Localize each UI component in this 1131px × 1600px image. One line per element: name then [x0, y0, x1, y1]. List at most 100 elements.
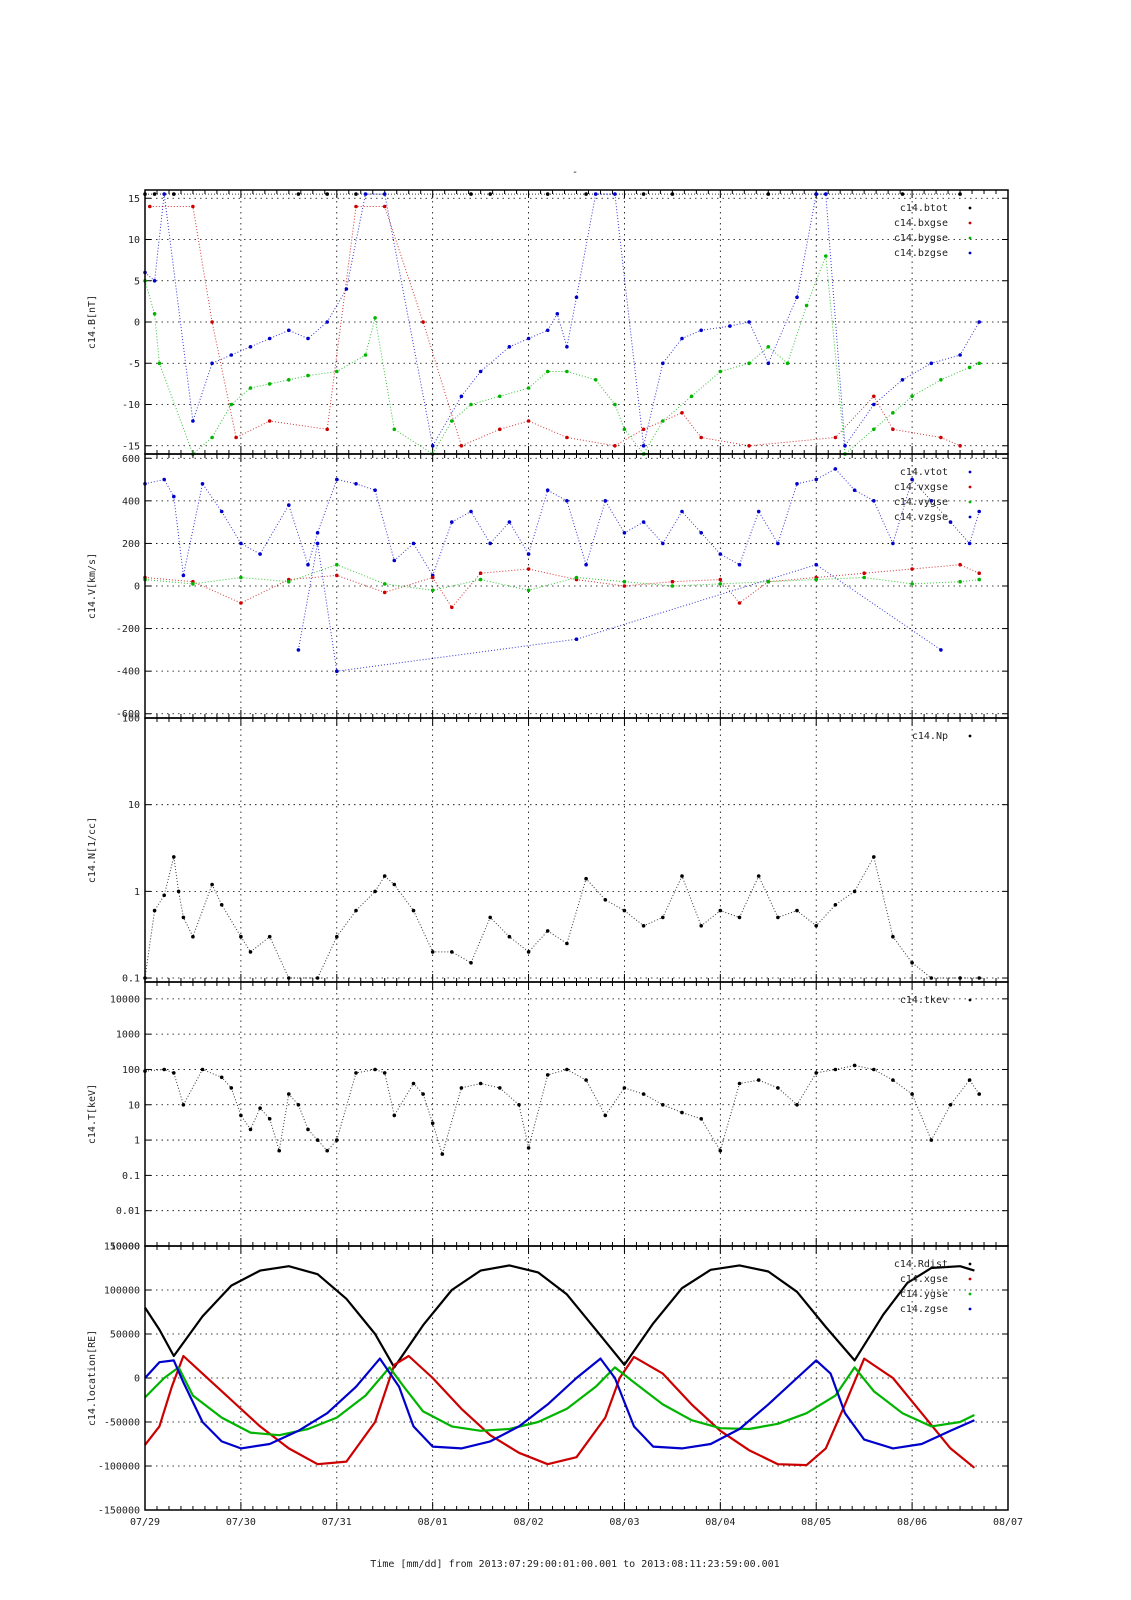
data-point: [593, 192, 598, 196]
data-point: [670, 192, 675, 196]
data-point: [622, 1086, 627, 1090]
data-point: [488, 541, 493, 546]
data-point: [670, 584, 675, 588]
data-point: [526, 336, 531, 341]
data-point: [977, 361, 981, 366]
data-point: [910, 394, 914, 399]
legend-marker: [968, 1277, 972, 1281]
data-point: [325, 192, 330, 196]
legend-label: c14.bzgse: [894, 248, 948, 259]
data-point: [891, 427, 895, 432]
y-tick-label: -400: [116, 667, 140, 678]
data-point: [354, 482, 358, 486]
data-point: [498, 1086, 502, 1090]
data-point: [756, 509, 761, 514]
data-point: [814, 192, 818, 196]
data-point: [948, 520, 953, 524]
data-point: [430, 575, 435, 580]
legend-marker: [968, 734, 972, 738]
data-point: [641, 1092, 646, 1096]
y-tick-label: 1000: [116, 1030, 140, 1041]
legend-label: c14.vxgse: [894, 482, 948, 493]
data-point: [162, 1067, 166, 1072]
data-point: [680, 509, 684, 514]
data-point: [641, 520, 646, 524]
data-point: [891, 1078, 895, 1082]
data-point: [296, 648, 301, 652]
data-point: [526, 950, 531, 954]
series-c14-bzgse: [143, 192, 981, 448]
series-c14-Np: [143, 855, 981, 980]
data-point: [718, 577, 723, 582]
data-point: [824, 254, 828, 258]
data-point: [728, 324, 732, 328]
data-point: [641, 924, 646, 928]
data-point: [776, 915, 780, 920]
data-point: [469, 192, 473, 196]
data-point: [191, 582, 195, 586]
data-point: [488, 192, 493, 196]
data-point: [574, 295, 579, 300]
legend-label: c14.vzgse: [894, 512, 948, 523]
y-tick-label: 400: [122, 496, 140, 507]
series-c14-bygse: [143, 254, 981, 456]
data-point: [565, 435, 569, 440]
data-point: [478, 1081, 483, 1086]
y-tick-label: -100000: [98, 1462, 140, 1473]
data-point: [392, 558, 397, 563]
panel-4: 10000 1000 100 10 1 0.1 0.01 10000 c14.tkev c14.T…: [87, 981, 1009, 1253]
data-point: [565, 1067, 569, 1072]
data-point: [478, 571, 483, 575]
data-point: [891, 934, 895, 939]
data-point: [843, 444, 847, 448]
y-tick-label: -600: [116, 709, 140, 720]
data-point: [776, 1086, 780, 1090]
data-point: [661, 915, 665, 920]
data-point: [335, 369, 339, 374]
legend: c14.Rdist c14.xgse c14.ygse c14.zgse: [894, 1259, 972, 1315]
data-point: [718, 582, 723, 586]
legend-label: c14.Rdist: [894, 1259, 948, 1270]
y-tick-label: 200: [122, 539, 140, 550]
data-point: [910, 567, 914, 571]
data-point: [392, 1113, 397, 1118]
data-point: [248, 345, 253, 349]
data-point: [593, 378, 598, 382]
data-point: [622, 579, 627, 584]
legend-label: c14.btot: [900, 203, 948, 214]
data-point: [852, 1063, 857, 1068]
y-tick-label: -5: [128, 359, 140, 370]
data-point: [181, 573, 186, 578]
data-point: [421, 320, 425, 324]
data-point: [507, 520, 512, 524]
series-line: [144, 1354, 976, 1469]
x-tick-label: 07/31: [322, 1517, 352, 1528]
data-point: [287, 1092, 291, 1096]
y-tick-label: 0.01: [116, 1206, 140, 1217]
data-point: [354, 908, 358, 913]
data-point: [776, 541, 780, 546]
data-point: [641, 192, 646, 196]
data-point: [430, 1121, 435, 1125]
panel-frame: [144, 1245, 1009, 1511]
data-point: [661, 361, 665, 366]
data-point: [315, 1138, 320, 1142]
series-c14-bxgse: [148, 204, 962, 448]
data-point: [958, 192, 962, 196]
data-point: [450, 520, 454, 524]
data-point: [306, 1127, 310, 1132]
data-point: [862, 575, 866, 580]
legend-label: c14.bygse: [894, 233, 948, 244]
data-point: [852, 889, 857, 894]
data-point: [613, 444, 617, 448]
data-point: [948, 1103, 953, 1107]
data-point: [296, 1103, 301, 1107]
data-point: [795, 295, 799, 300]
data-point: [267, 1117, 272, 1121]
data-point: [526, 567, 531, 571]
data-point: [191, 204, 195, 209]
data-point: [574, 575, 579, 580]
series-c14-ygse: [144, 1366, 975, 1437]
data-point: [306, 336, 310, 341]
data-point: [354, 204, 358, 209]
